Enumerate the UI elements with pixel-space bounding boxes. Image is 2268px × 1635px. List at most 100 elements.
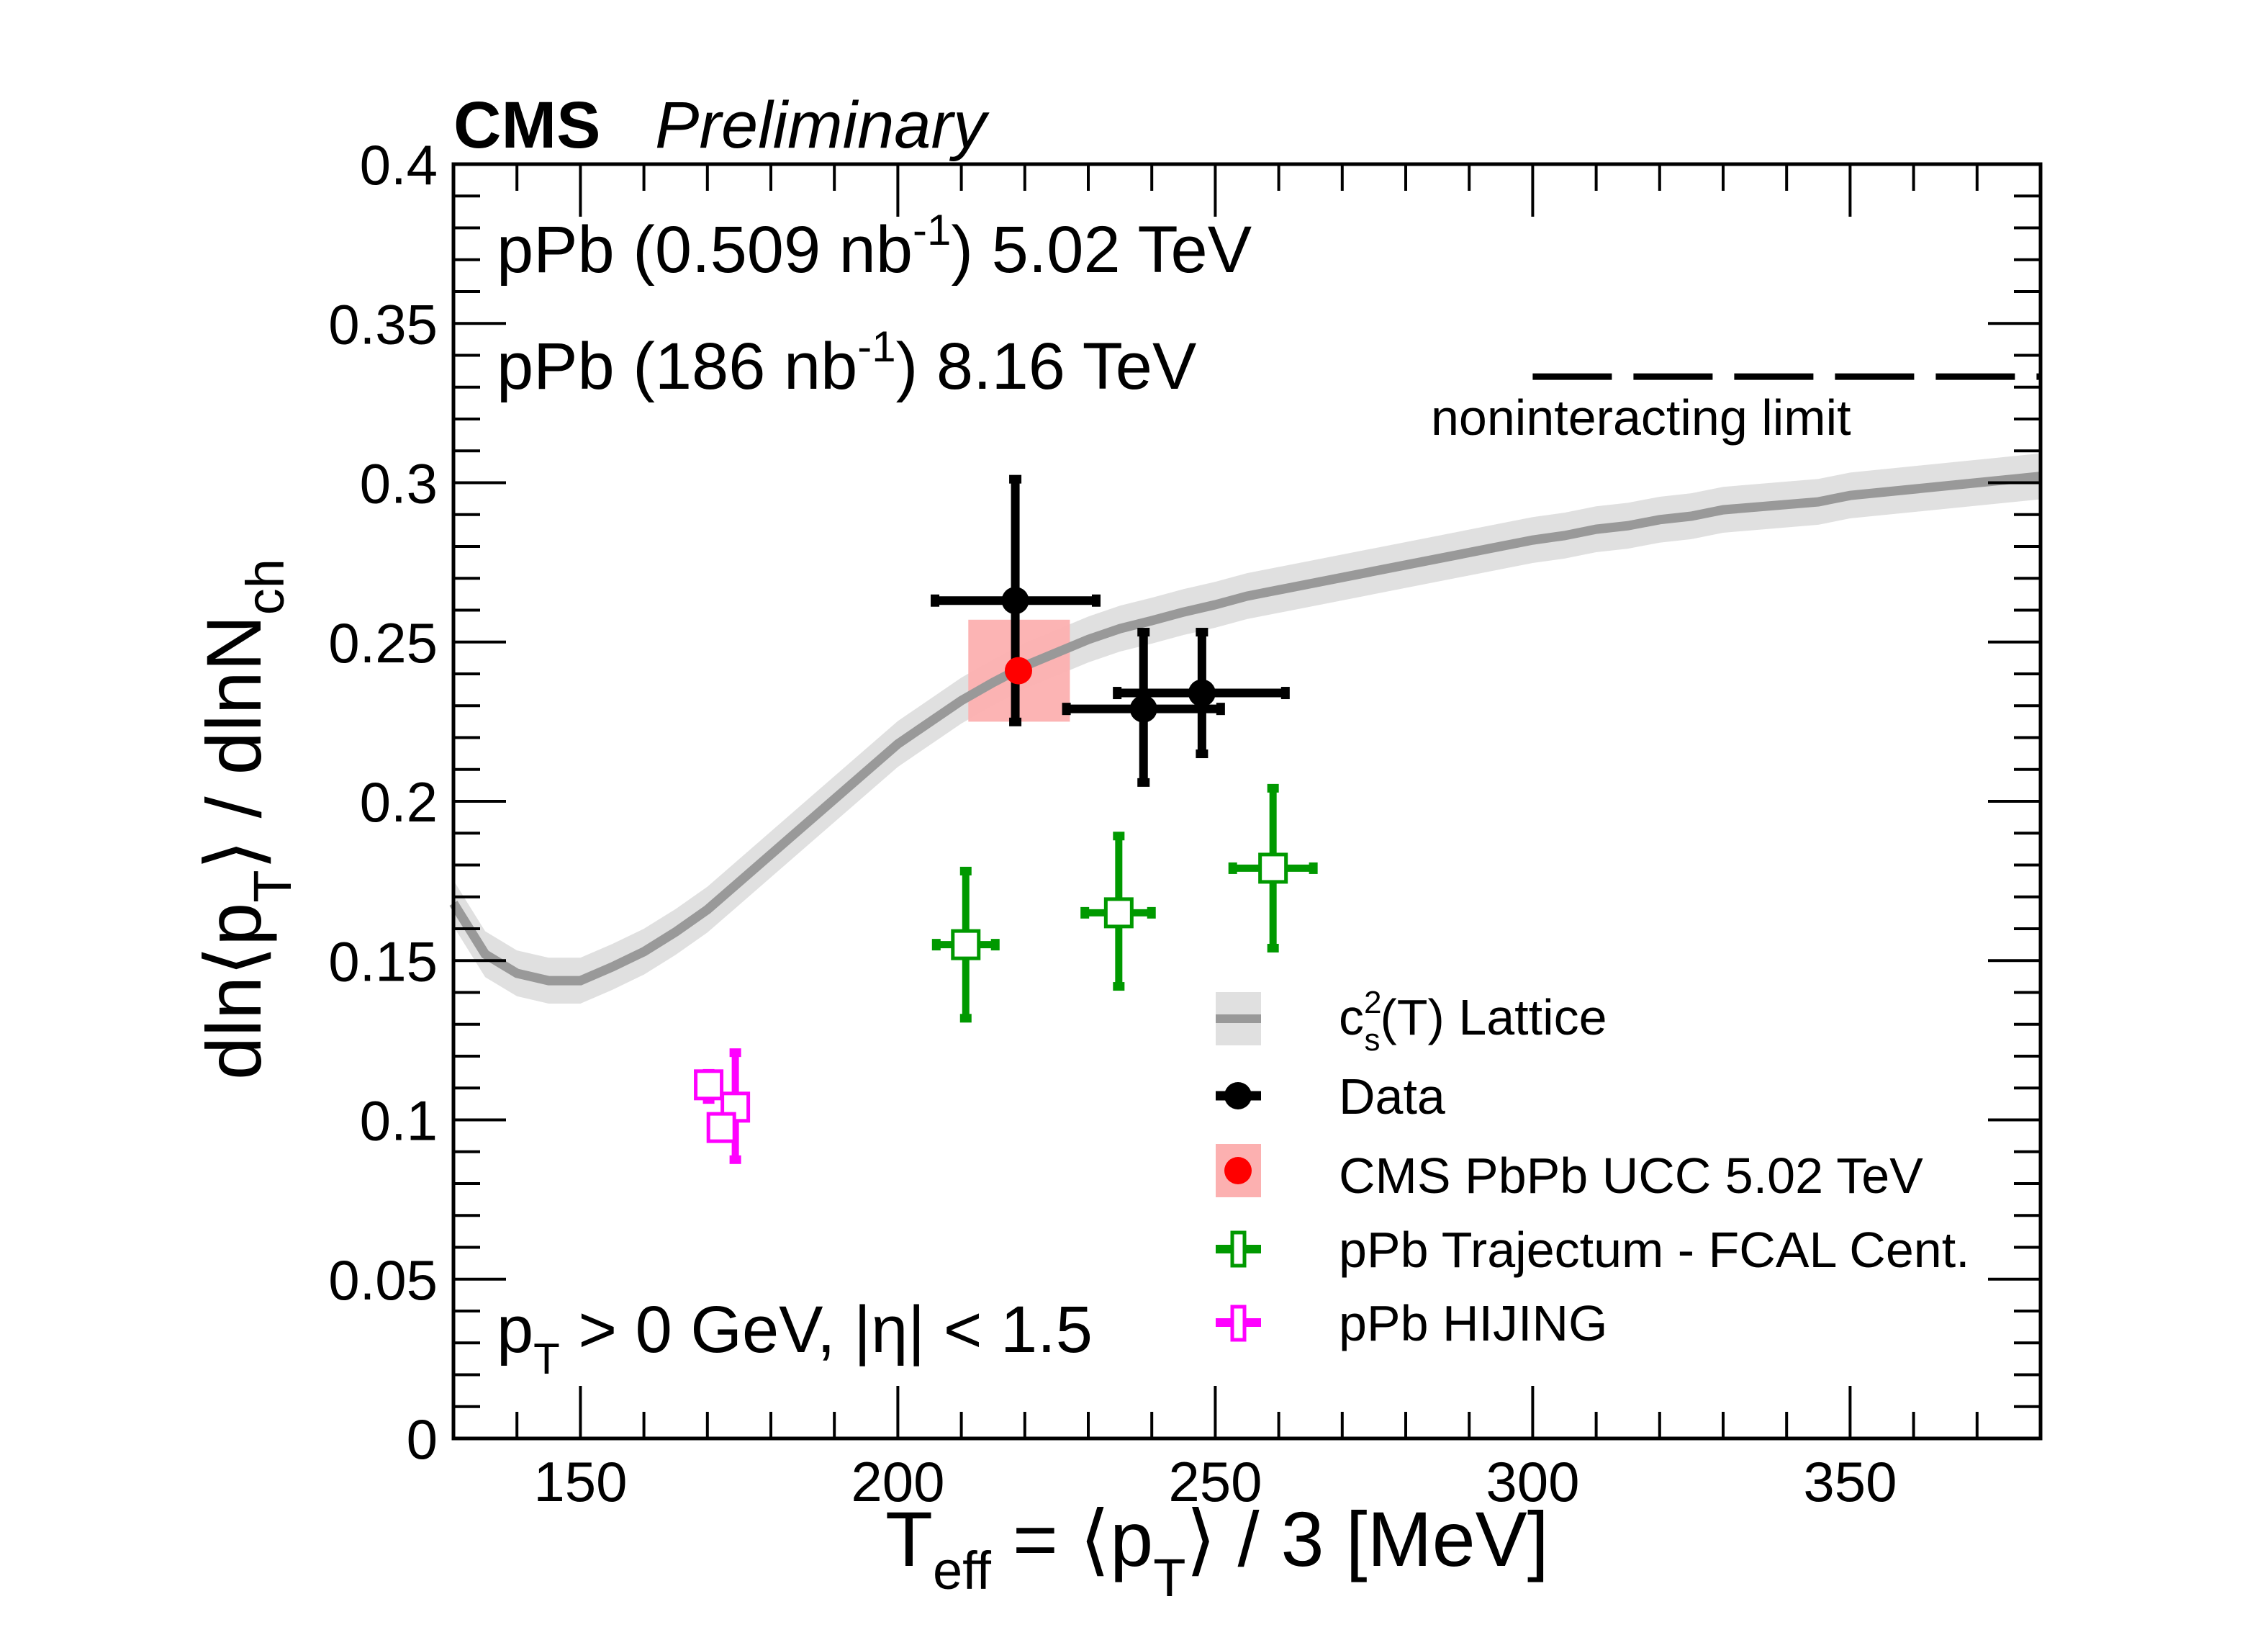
point-ppb-hijing-2 xyxy=(706,1112,736,1143)
legend-pbpb-label: CMS PbPb UCC 5.02 TeV xyxy=(1339,1148,1923,1204)
legend-entry-data: Data xyxy=(1216,1068,1445,1125)
error-cap-left xyxy=(1062,703,1071,716)
error-cap-top xyxy=(729,1048,741,1058)
error-cap-top xyxy=(1267,783,1279,793)
error-cap-bottom xyxy=(1267,943,1279,952)
legend-hijing-marker xyxy=(1230,1305,1247,1342)
error-cap-bottom xyxy=(729,1155,741,1164)
error-cap-bottom xyxy=(1009,717,1022,726)
error-cap-top xyxy=(1137,628,1150,637)
x-axis-label-rest1: = ⟨p xyxy=(991,1495,1153,1582)
error-cap-bottom xyxy=(1113,982,1125,991)
y-tick-label: 0.25 xyxy=(328,611,438,675)
x-axis-label-rest2: ⟩ / 3 [MeV] xyxy=(1185,1495,1548,1582)
axes-layer: 150 200 250 300 350 0 0.05 0.1 0.15 0.2 0.25 0.3 0.3… xyxy=(328,133,2043,1513)
error-cap-right xyxy=(1280,687,1290,700)
legend-lattice-sub: s xyxy=(1364,1022,1380,1058)
error-cap-top xyxy=(1009,474,1022,484)
legend-pbpb-marker xyxy=(1224,1157,1252,1184)
legend-hijing-label: pPb HIJING xyxy=(1339,1295,1607,1351)
y-tick-label: 0 xyxy=(407,1407,438,1471)
cms-label: CMS xyxy=(453,89,600,162)
annotation-pPb-816-sup: -1 xyxy=(857,323,895,371)
point-ppb-trajectum-fcal-cent--1 xyxy=(1080,832,1156,991)
annotation-pPb-502-sup: -1 xyxy=(913,206,951,254)
point-data-1 xyxy=(1062,628,1225,787)
annotation-cuts-p: p xyxy=(497,1293,533,1366)
legend-entry-pbpb: CMS PbPb UCC 5.02 TeV xyxy=(1216,1144,1923,1204)
annotation-pPb-816-prefix: pPb (186 nb xyxy=(497,330,857,403)
legend-data-marker xyxy=(1224,1082,1252,1109)
marker-filled-circle xyxy=(1188,679,1216,707)
point-ppb-trajectum-fcal-cent--0 xyxy=(931,866,1000,1023)
marker-filled-circle xyxy=(1129,695,1157,723)
y-tick-label: 0.1 xyxy=(360,1089,438,1153)
y-axis-label-sub: T xyxy=(243,870,302,902)
y-tick-label: 0.15 xyxy=(328,929,438,993)
legend-lattice-rest: (T) Lattice xyxy=(1380,989,1607,1045)
marker-open-square xyxy=(951,929,981,960)
legend-data-label: Data xyxy=(1339,1068,1445,1125)
legend-lattice-sup: 2 xyxy=(1364,985,1381,1020)
annotation-cuts-sub: T xyxy=(533,1335,560,1383)
legend-lattice-label: c2 s(T) Lattice xyxy=(1339,985,1607,1058)
x-tick-label: 300 xyxy=(1486,1450,1579,1513)
legend-trajectum-marker xyxy=(1230,1230,1247,1268)
point-data-2 xyxy=(1113,628,1290,759)
error-cap-right xyxy=(990,939,1000,951)
marker-open-square xyxy=(1258,852,1288,884)
error-cap-left xyxy=(1113,687,1122,700)
y-axis-label-sub2: ch xyxy=(235,559,295,615)
annotation-pPb-502-prefix: pPb (0.509 nb xyxy=(497,213,913,287)
error-cap-top xyxy=(959,866,972,875)
lattice-band-layer xyxy=(453,453,2041,1004)
annotation-cuts-rest: > 0 GeV, |η| < 1.5 xyxy=(560,1293,1093,1366)
legend-entry-lattice: c2 s(T) Lattice xyxy=(1216,985,1607,1058)
error-cap-bottom xyxy=(1137,778,1150,787)
legend-entry-hijing: pPb HIJING xyxy=(1216,1295,1607,1351)
error-cap-right xyxy=(1147,906,1156,919)
error-cap-right xyxy=(1216,703,1225,716)
y-axis-label: dln⟨pT⟩ / dlnNch xyxy=(190,559,302,1080)
pbpb-marker xyxy=(1004,657,1032,685)
y-axis-label-main: dln⟨p xyxy=(190,903,277,1080)
marker-open-square xyxy=(694,1069,724,1101)
legend-entry-trajectum: pPb Trajectum - FCAL Cent. xyxy=(1216,1222,1970,1278)
annotation-pPb-502: pPb (0.509 nb-1) 5.02 TeV xyxy=(497,206,1252,287)
lattice-band xyxy=(453,453,2041,1004)
y-tick-label: 0.2 xyxy=(360,770,438,834)
points-layer xyxy=(694,474,1318,1164)
x-axis-label-sub: eff xyxy=(933,1541,991,1600)
x-tick-label: 250 xyxy=(1168,1450,1262,1513)
y-tick-label: 0.35 xyxy=(328,292,438,356)
y-tick-label: 0.4 xyxy=(360,133,438,197)
annotation-pPb-502-suffix: ) 5.02 TeV xyxy=(951,213,1252,287)
y-tick-label: 0.3 xyxy=(360,452,438,515)
legend-trajectum-label: pPb Trajectum - FCAL Cent. xyxy=(1339,1222,1970,1278)
x-axis-label: Teff = ⟨pT⟩ / 3 [MeV] xyxy=(885,1495,1549,1608)
error-cap-bottom xyxy=(959,1014,972,1023)
legend-lattice-c: c xyxy=(1339,989,1364,1045)
x-axis-label-main: T xyxy=(885,1495,933,1582)
noninteracting-limit-label: noninteracting limit xyxy=(1431,389,1851,446)
legend-lattice-line-swatch xyxy=(1216,1014,1261,1023)
annotation-pPb-816-suffix: ) 8.16 TeV xyxy=(896,330,1197,403)
y-axis-label-rest: ⟩ / dlnN xyxy=(190,615,277,870)
point-ppb-hijing-0 xyxy=(694,1068,724,1104)
x-axis-label-sub2: T xyxy=(1153,1548,1185,1608)
error-cap-left xyxy=(931,939,941,951)
marker-filled-circle xyxy=(1001,587,1029,615)
y-tick-label: 0.05 xyxy=(328,1248,438,1312)
x-tick-label: 200 xyxy=(851,1450,944,1513)
point-ppb-trajectum-fcal-cent--2 xyxy=(1228,783,1318,952)
legend: c2 s(T) Lattice Data CMS PbPb UCC 5.02 Te… xyxy=(1216,985,1970,1351)
error-cap-right xyxy=(1309,862,1318,874)
error-cap-right xyxy=(1091,594,1101,607)
x-tick-label: 350 xyxy=(1803,1450,1897,1513)
error-cap-top xyxy=(1196,628,1208,637)
lattice-line xyxy=(449,472,2041,986)
point-ppb-hijing-1 xyxy=(720,1048,751,1164)
lattice-line-layer xyxy=(449,472,2041,986)
annotation-cuts: pT > 0 GeV, |η| < 1.5 xyxy=(497,1293,1093,1383)
